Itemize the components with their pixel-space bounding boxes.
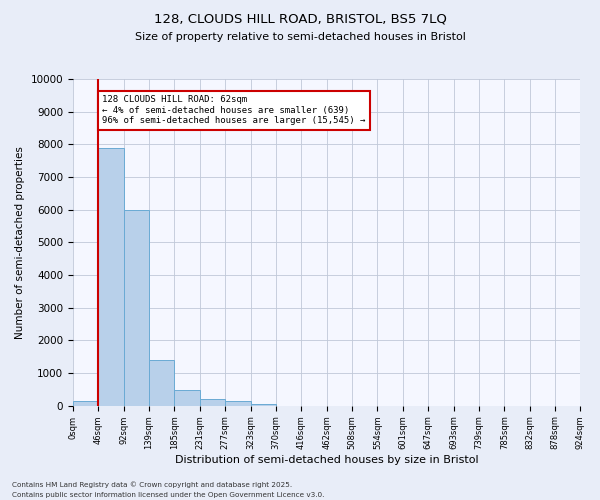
Bar	[225, 402, 251, 406]
Text: Size of property relative to semi-detached houses in Bristol: Size of property relative to semi-detach…	[134, 32, 466, 42]
Bar	[124, 210, 149, 406]
Bar	[175, 390, 200, 406]
Text: 128, CLOUDS HILL ROAD, BRISTOL, BS5 7LQ: 128, CLOUDS HILL ROAD, BRISTOL, BS5 7LQ	[154, 12, 446, 26]
Bar	[73, 401, 98, 406]
Text: 128 CLOUDS HILL ROAD: 62sqm
← 4% of semi-detached houses are smaller (639)
96% o: 128 CLOUDS HILL ROAD: 62sqm ← 4% of semi…	[102, 96, 365, 125]
Text: Contains HM Land Registry data © Crown copyright and database right 2025.: Contains HM Land Registry data © Crown c…	[12, 481, 292, 488]
Y-axis label: Number of semi-detached properties: Number of semi-detached properties	[15, 146, 25, 339]
Bar	[200, 398, 225, 406]
Bar	[98, 148, 124, 406]
X-axis label: Distribution of semi-detached houses by size in Bristol: Distribution of semi-detached houses by …	[175, 455, 479, 465]
Text: Contains public sector information licensed under the Open Government Licence v3: Contains public sector information licen…	[12, 492, 325, 498]
Bar	[251, 404, 276, 406]
Bar	[149, 360, 175, 406]
